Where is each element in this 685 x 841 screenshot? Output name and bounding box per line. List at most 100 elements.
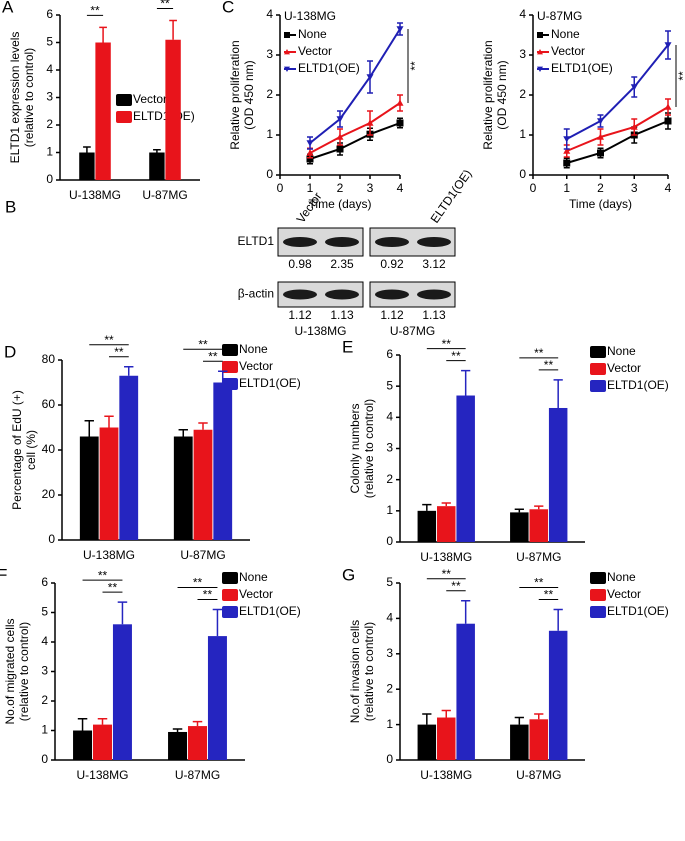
band-value: 2.35 bbox=[330, 257, 354, 271]
error-bar bbox=[99, 26, 107, 43]
bar bbox=[193, 429, 213, 540]
error-bar bbox=[422, 713, 432, 725]
legend-label: None bbox=[298, 27, 327, 41]
y-tick-label: 60 bbox=[42, 397, 56, 411]
data-point bbox=[366, 119, 374, 126]
chart-panel: 0 20 40 60 80 Percentage of EdU (+) cell (%) D N… bbox=[4, 333, 301, 562]
y-axis-label: Percentage of EdU (+) bbox=[10, 390, 24, 510]
row-label: ELTD1 bbox=[238, 234, 275, 248]
data-point bbox=[336, 133, 344, 140]
legend-label: ELTD1(OE) bbox=[239, 604, 301, 618]
y-tick-label: 5 bbox=[46, 35, 53, 49]
bar bbox=[173, 436, 193, 540]
band-value: 1.13 bbox=[422, 308, 446, 322]
y-tick-label: 2 bbox=[46, 117, 53, 131]
y-tick-label: 4 bbox=[266, 7, 273, 21]
bar bbox=[112, 624, 132, 760]
legend-marker bbox=[537, 32, 543, 38]
series-line bbox=[566, 106, 669, 152]
y-axis-label: (relative to control) bbox=[362, 399, 376, 498]
error-bar bbox=[104, 415, 114, 428]
x-tick-label: U-87MG bbox=[142, 188, 187, 202]
significance-label: ** bbox=[544, 588, 554, 602]
panel-label: C bbox=[222, 0, 234, 16]
legend-label: None bbox=[607, 344, 636, 358]
bar bbox=[168, 731, 188, 760]
group-label: U-138MG bbox=[294, 324, 346, 338]
bar bbox=[510, 512, 529, 542]
bar bbox=[73, 730, 93, 760]
panel-label: A bbox=[2, 0, 14, 16]
panel-label: G bbox=[342, 565, 355, 584]
y-tick-label: 4 bbox=[41, 634, 48, 648]
x-tick-label: 2 bbox=[337, 181, 344, 195]
legend-swatch bbox=[222, 589, 238, 601]
legend-label: ELTD1(OE) bbox=[298, 61, 360, 75]
y-axis-label: ELTD1 expression levels bbox=[8, 32, 22, 164]
data-point bbox=[306, 140, 314, 147]
y-axis-label: (OD 450 nm) bbox=[242, 60, 256, 129]
x-tick-label: 2 bbox=[597, 181, 604, 195]
bar bbox=[119, 375, 139, 540]
blot-band bbox=[283, 237, 317, 247]
error-bar bbox=[218, 370, 228, 383]
legend-label: None bbox=[239, 570, 268, 584]
blot-band bbox=[375, 237, 409, 247]
legend-marker bbox=[284, 32, 290, 38]
data-point bbox=[664, 103, 672, 110]
x-tick-label: 3 bbox=[367, 181, 374, 195]
chart-panel: 0 1 2 3 4 5 6 ELTD1 expression levels (relative … bbox=[2, 0, 200, 202]
x-tick-label: 4 bbox=[665, 181, 672, 195]
legend-swatch bbox=[590, 589, 606, 601]
significance-label: ** bbox=[451, 349, 461, 363]
y-tick-label: 0 bbox=[41, 752, 48, 766]
data-point bbox=[336, 145, 344, 153]
data-point bbox=[396, 26, 404, 33]
error-bar bbox=[77, 717, 88, 731]
error-bar bbox=[153, 149, 161, 153]
legend-label: Vector bbox=[239, 587, 273, 601]
x-tick-label: U-138MG bbox=[76, 768, 128, 782]
y-axis-label: (OD 450 nm) bbox=[495, 60, 509, 129]
y-tick-label: 0 bbox=[46, 172, 53, 186]
bar bbox=[95, 42, 111, 180]
significance-label: ** bbox=[544, 358, 554, 372]
error-bar bbox=[461, 599, 471, 624]
x-axis-label: Time (days) bbox=[309, 197, 372, 211]
significance-label: ** bbox=[442, 567, 452, 581]
data-point bbox=[630, 84, 638, 91]
error-bar bbox=[441, 502, 451, 507]
legend-marker bbox=[537, 49, 543, 55]
y-tick-label: 0 bbox=[386, 752, 393, 766]
bar bbox=[79, 436, 99, 540]
group-label: U-87MG bbox=[390, 324, 435, 338]
y-tick-label: 4 bbox=[386, 410, 393, 424]
y-tick-label: 40 bbox=[42, 442, 56, 456]
legend-label: Vector bbox=[133, 92, 167, 106]
data-point bbox=[563, 136, 571, 143]
y-tick-label: 0 bbox=[386, 534, 393, 548]
data-point bbox=[630, 123, 638, 130]
error-bar bbox=[461, 369, 471, 396]
x-tick-label: 1 bbox=[307, 181, 314, 195]
legend-label: ELTD1(OE) bbox=[551, 61, 613, 75]
legend-label: None bbox=[239, 342, 268, 356]
bar bbox=[99, 427, 119, 540]
y-tick-label: 6 bbox=[386, 347, 393, 361]
bar bbox=[548, 407, 568, 542]
blot-band bbox=[375, 289, 409, 300]
error-bar bbox=[84, 420, 94, 437]
legend-label: ELTD1(OE) bbox=[607, 604, 669, 618]
y-axis-label: (relative to control) bbox=[17, 622, 31, 721]
x-tick-label: 0 bbox=[277, 181, 284, 195]
legend-label: Vector bbox=[551, 44, 585, 58]
error-bar bbox=[169, 19, 177, 40]
x-tick-label: U-87MG bbox=[175, 768, 220, 782]
bar bbox=[79, 152, 95, 180]
legend-marker bbox=[537, 66, 543, 72]
error-bar bbox=[534, 713, 544, 720]
legend-swatch bbox=[222, 572, 238, 584]
error-bar bbox=[192, 720, 203, 727]
bar bbox=[510, 724, 529, 760]
error-bar bbox=[514, 508, 524, 513]
